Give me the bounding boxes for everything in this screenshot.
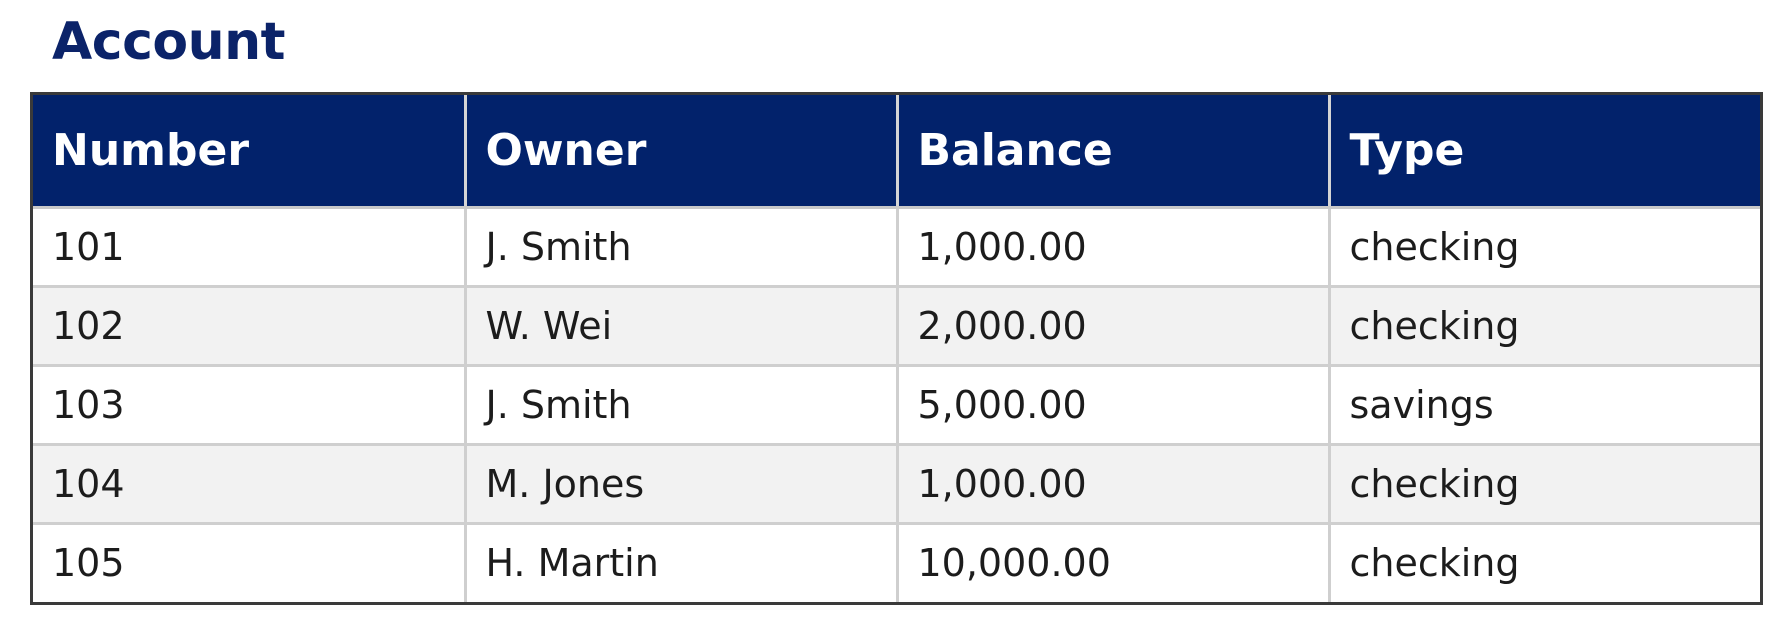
cell-number: 103 — [33, 365, 467, 446]
cell-type: checking — [1329, 207, 1760, 288]
table-title: Account — [52, 12, 286, 72]
cell-balance: 1,000.00 — [897, 444, 1331, 525]
cell-owner: J. Smith — [465, 207, 899, 288]
cell-number: 101 — [33, 207, 467, 288]
cell-type: savings — [1329, 365, 1760, 446]
cell-owner: H. Martin — [465, 523, 899, 602]
table-body: 101 J. Smith 1,000.00 checking 102 W. We… — [33, 207, 1760, 602]
cell-number: 104 — [33, 444, 467, 525]
cell-balance: 1,000.00 — [897, 207, 1331, 288]
cell-owner: J. Smith — [465, 365, 899, 446]
header-row: Number Owner Balance Type — [33, 95, 1760, 209]
column-header-number: Number — [33, 95, 467, 209]
column-header-type: Type — [1329, 95, 1760, 209]
account-table-container: Number Owner Balance Type 101 J. Smith 1… — [30, 92, 1763, 605]
cell-type: checking — [1329, 286, 1760, 367]
table-row: 103 J. Smith 5,000.00 savings — [33, 365, 1760, 446]
cell-owner: M. Jones — [465, 444, 899, 525]
column-header-owner: Owner — [465, 95, 899, 209]
cell-type: checking — [1329, 444, 1760, 525]
cell-number: 105 — [33, 523, 467, 602]
cell-balance: 10,000.00 — [897, 523, 1331, 602]
table-row: 104 M. Jones 1,000.00 checking — [33, 444, 1760, 525]
cell-balance: 2,000.00 — [897, 286, 1331, 367]
table-row: 102 W. Wei 2,000.00 checking — [33, 286, 1760, 367]
table-row: 101 J. Smith 1,000.00 checking — [33, 207, 1760, 288]
table-row: 105 H. Martin 10,000.00 checking — [33, 523, 1760, 602]
cell-number: 102 — [33, 286, 467, 367]
column-header-balance: Balance — [897, 95, 1331, 209]
cell-balance: 5,000.00 — [897, 365, 1331, 446]
table-header: Number Owner Balance Type — [33, 95, 1760, 209]
cell-type: checking — [1329, 523, 1760, 602]
cell-owner: W. Wei — [465, 286, 899, 367]
account-table: Number Owner Balance Type 101 J. Smith 1… — [33, 95, 1760, 602]
